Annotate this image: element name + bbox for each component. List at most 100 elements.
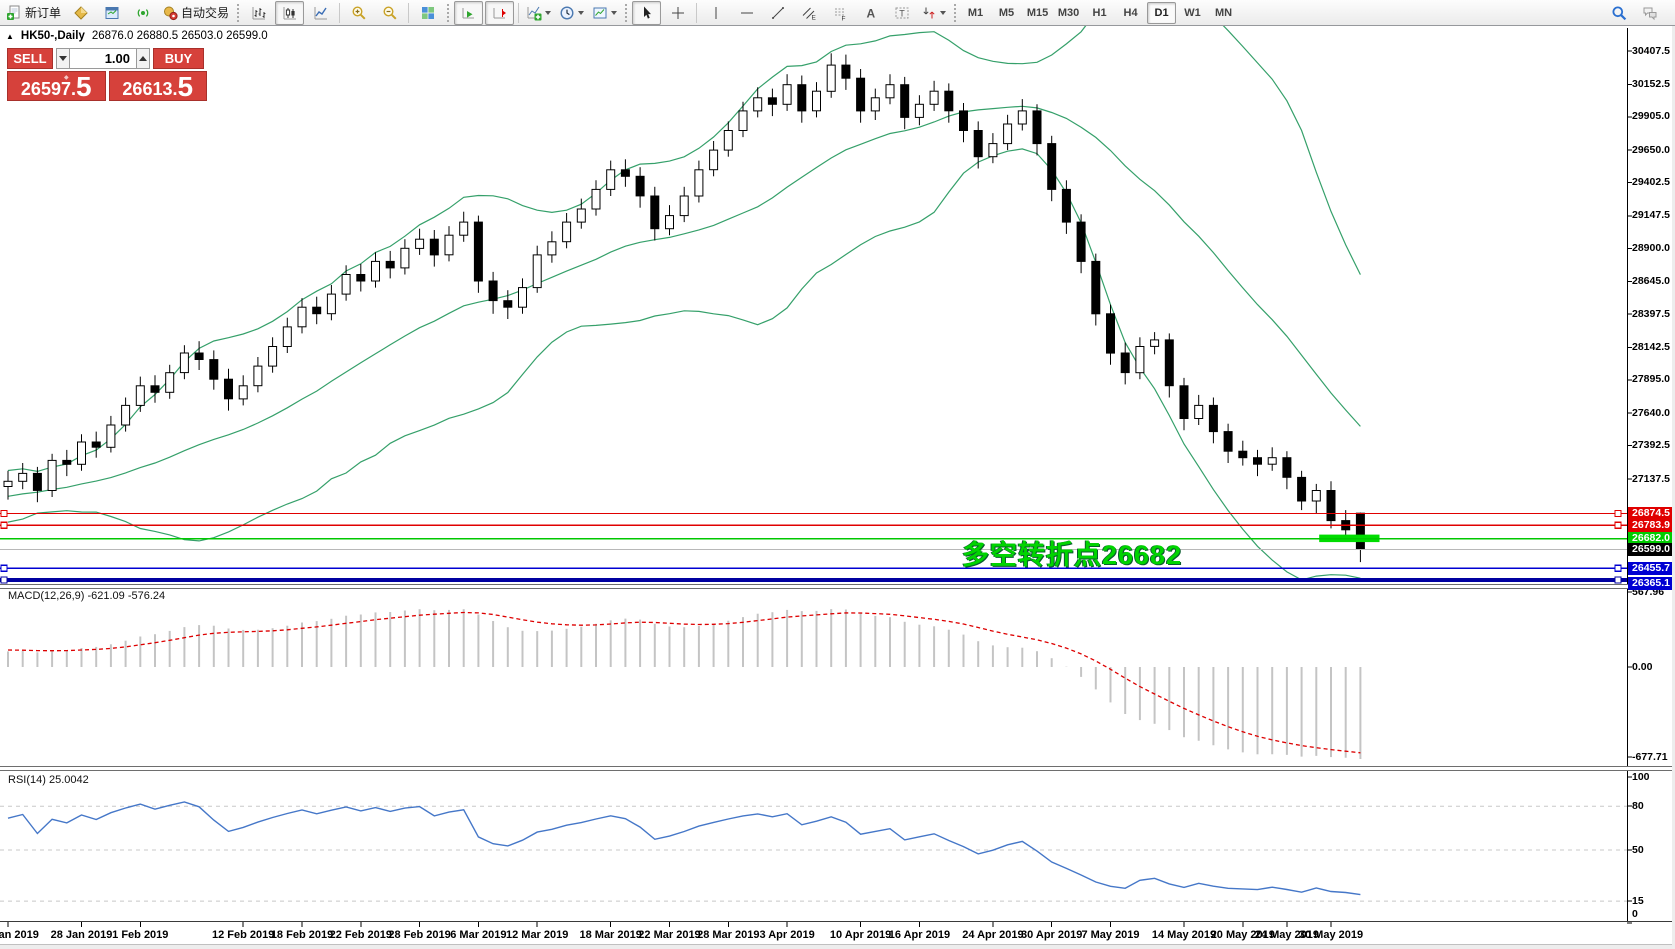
bar-chart-button[interactable] <box>244 1 273 25</box>
toolbar-right <box>1603 1 1665 25</box>
periods-icon <box>560 5 574 20</box>
zoom-in-button[interactable] <box>344 1 373 25</box>
rsi-indicator-label: RSI(14) 25.0042 <box>8 774 89 786</box>
search-button[interactable] <box>1604 1 1633 25</box>
rsi-levels <box>0 805 1627 902</box>
window-right-edge <box>1672 26 1675 949</box>
x-axis-label: 18 Feb 2019 <box>270 929 334 941</box>
y-axis-label: 30152.5 <box>1632 77 1670 90</box>
chevron-down-icon[interactable] <box>940 11 947 18</box>
zoom-out-button[interactable] <box>375 1 404 25</box>
line-chart-button[interactable] <box>306 1 335 25</box>
tool-group-grip[interactable] <box>954 3 957 22</box>
time-axis-border <box>0 921 1675 922</box>
x-axis-label: 12 Feb 2019 <box>212 929 275 941</box>
x-axis-label: 18 Mar 2019 <box>579 929 642 941</box>
market-watch-button[interactable] <box>97 1 126 25</box>
buy-button[interactable]: BUY <box>153 48 204 69</box>
timeframe-M5[interactable]: M5 <box>998 6 1015 19</box>
buy-price-box[interactable]: 26613. 5 <box>108 71 207 103</box>
fibonacci-button[interactable]: F <box>825 1 854 25</box>
text-label-button[interactable]: T <box>887 1 916 25</box>
price-badge: 26682.0 <box>1628 532 1674 546</box>
pivot-annotation-text[interactable]: 多空转折点26682 <box>962 540 1183 570</box>
arrows-button[interactable] <box>918 1 949 25</box>
x-axis-label: 22 Jan 2019 <box>0 929 39 941</box>
tool-group-grip[interactable] <box>447 3 450 22</box>
trendline-icon <box>771 6 784 19</box>
chat-button[interactable] <box>1635 1 1664 25</box>
auto-scroll-button[interactable] <box>454 0 484 25</box>
timeframe-MN[interactable]: MN <box>1214 6 1233 19</box>
equidistant-channel-button[interactable]: E <box>794 1 823 25</box>
price-badge: 26599.0 <box>1628 543 1674 556</box>
x-axis-label: 28 Feb 2019 <box>388 929 451 941</box>
signals-button[interactable] <box>128 1 157 25</box>
x-axis-label: 22 Feb 2019 <box>329 929 392 941</box>
timeframe-D1[interactable]: D1 <box>1147 1 1177 24</box>
x-axis-label: 10 Apr 2019 <box>829 929 892 941</box>
tool-group-grip[interactable] <box>625 3 628 22</box>
x-axis-label: 28 Mar 2019 <box>697 929 760 941</box>
cursor-button[interactable] <box>632 0 662 25</box>
window-bottom-edge <box>0 944 1675 949</box>
volume-increase-button[interactable] <box>136 48 150 69</box>
tool-group-grip[interactable] <box>237 3 240 22</box>
price-lines[interactable] <box>0 509 1627 584</box>
auto-trading-button[interactable]: 自动交易 <box>159 1 232 25</box>
chevron-down-icon[interactable] <box>611 11 618 18</box>
tile-windows-button[interactable] <box>413 1 442 25</box>
chevron-down-icon[interactable] <box>578 11 585 18</box>
timeframe-M1[interactable]: M1 <box>967 6 984 19</box>
pane-separator-rsi[interactable] <box>0 766 1675 771</box>
text-button[interactable]: A <box>856 1 885 25</box>
timeframe-H4[interactable]: H4 <box>1123 6 1138 19</box>
chart-shift-button[interactable] <box>485 0 515 25</box>
periods-button[interactable] <box>556 1 587 25</box>
chart-profile-button[interactable] <box>66 1 95 25</box>
chevron-down-icon[interactable] <box>545 11 552 18</box>
sell-button[interactable]: SELL <box>7 48 53 69</box>
text-label-icon: T <box>895 7 909 18</box>
horizontal-line-icon <box>740 12 753 13</box>
timeframe-H1[interactable]: H1 <box>1092 6 1107 19</box>
candlestick-chart-button[interactable] <box>275 0 305 25</box>
x-axis-label: 24 May 2019 <box>1254 929 1319 941</box>
sell-price-box[interactable]: ◆ 26597. 5 <box>7 71 106 101</box>
timeframe-W1[interactable]: W1 <box>1184 6 1201 19</box>
trendline-button[interactable] <box>763 1 792 25</box>
vertical-line-button[interactable] <box>701 1 730 25</box>
tile-windows-icon <box>421 6 434 19</box>
pane-separator-macd[interactable] <box>0 584 1675 589</box>
price-badge: 26783.9 <box>1628 518 1674 532</box>
toolbar-separator <box>518 2 520 23</box>
buy-price-frac: 5 <box>177 71 194 103</box>
volume-decrease-button[interactable] <box>56 48 70 69</box>
toolbar-separator <box>408 2 410 23</box>
sell-price-frac: 5 <box>76 71 92 103</box>
buy-price-main: 26613 <box>122 79 173 100</box>
rsi-scale-label: 15 <box>1632 894 1644 907</box>
indicators-button[interactable] <box>523 1 554 25</box>
volume-input[interactable] <box>70 48 136 69</box>
horizontal-line-button[interactable] <box>732 1 761 25</box>
svg-text:A: A <box>866 6 875 20</box>
crosshair-button[interactable] <box>663 1 692 25</box>
timeframe-M30[interactable]: M30 <box>1057 6 1080 19</box>
arrows-icon <box>923 7 935 18</box>
text-icon: A <box>866 6 875 20</box>
toolbar: 新订单 自动交易 E F A T M1 M5 M15 M30 H1 H4 D1 W1 MN <box>0 0 1675 26</box>
x-axis-label: 22 Mar 2019 <box>638 929 701 941</box>
cursor-icon <box>643 6 651 19</box>
y-axis-label: 29650.0 <box>1632 143 1670 156</box>
new-order-button[interactable]: 新订单 <box>3 1 64 25</box>
timeframe-M15[interactable]: M15 <box>1026 6 1049 19</box>
fibonacci-icon: F <box>834 8 845 21</box>
templates-button[interactable] <box>589 1 620 25</box>
collapse-arrow-icon[interactable]: ▲ <box>6 31 14 41</box>
bar-chart-icon <box>252 6 265 19</box>
auto-scroll-icon <box>462 7 474 18</box>
triangle-up-icon <box>139 52 147 61</box>
